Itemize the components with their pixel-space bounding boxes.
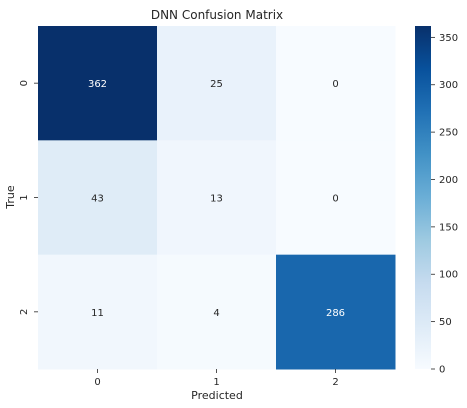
cell-annotation-0-1: 25 [210, 79, 223, 90]
y-axis-ticks: 0 1 2 [19, 80, 38, 315]
x-tick-label-0: 0 [94, 377, 100, 388]
colorbar-tick-label-6: 300 [439, 80, 458, 91]
cell-annotation-2-2: 286 [326, 308, 345, 319]
chart-title: DNN Confusion Matrix [151, 8, 283, 22]
heatmap-cell-1-0 [38, 140, 158, 256]
heatmap-cell-0-1 [157, 26, 277, 141]
cell-annotation-1-2: 0 [332, 194, 338, 205]
y-tick-label-1: 1 [19, 194, 30, 200]
heatmap-cell-2-0 [38, 254, 158, 370]
x-axis-ticks: 0 1 2 [94, 369, 339, 388]
heatmap-cell-2-2 [276, 254, 396, 370]
colorbar-tick-label-2: 100 [439, 270, 458, 281]
x-axis-label: Predicted [191, 389, 243, 402]
x-tick-label-2: 2 [332, 377, 338, 388]
colorbar-tick-label-0: 0 [439, 365, 445, 376]
colorbar-ticks: 0 50 100 150 200 250 300 350 [431, 33, 458, 376]
colorbar-tick-label-5: 250 [439, 128, 458, 139]
cell-annotation-0-0: 362 [88, 79, 107, 90]
y-tick-label-2: 2 [19, 309, 30, 315]
y-axis-label: True [4, 185, 17, 210]
cell-annotation-2-0: 11 [91, 308, 104, 319]
heatmap-cell-1-2 [276, 140, 396, 256]
colorbar-tick-label-3: 150 [439, 222, 458, 233]
cell-annotation-1-0: 43 [91, 194, 104, 205]
heatmap-cell-0-0 [38, 26, 158, 141]
x-tick-label-1: 1 [213, 377, 219, 388]
colorbar-tick-label-4: 200 [439, 175, 458, 186]
cell-annotation-2-1: 4 [213, 308, 219, 319]
cell-annotations: 362 25 0 43 13 0 11 4 286 [88, 79, 345, 319]
y-tick-label-0: 0 [19, 80, 30, 86]
heatmap-cell-2-1 [157, 254, 277, 370]
colorbar-tick-label-7: 350 [439, 33, 458, 44]
cell-annotation-1-1: 13 [210, 194, 223, 205]
colorbar [415, 26, 431, 369]
heatmap-cell-0-2 [276, 26, 396, 141]
cell-annotation-0-2: 0 [332, 79, 338, 90]
heatmap-cell-1-1 [157, 140, 277, 256]
colorbar-tick-label-1: 50 [439, 317, 452, 328]
heatmap-cells [38, 26, 396, 370]
